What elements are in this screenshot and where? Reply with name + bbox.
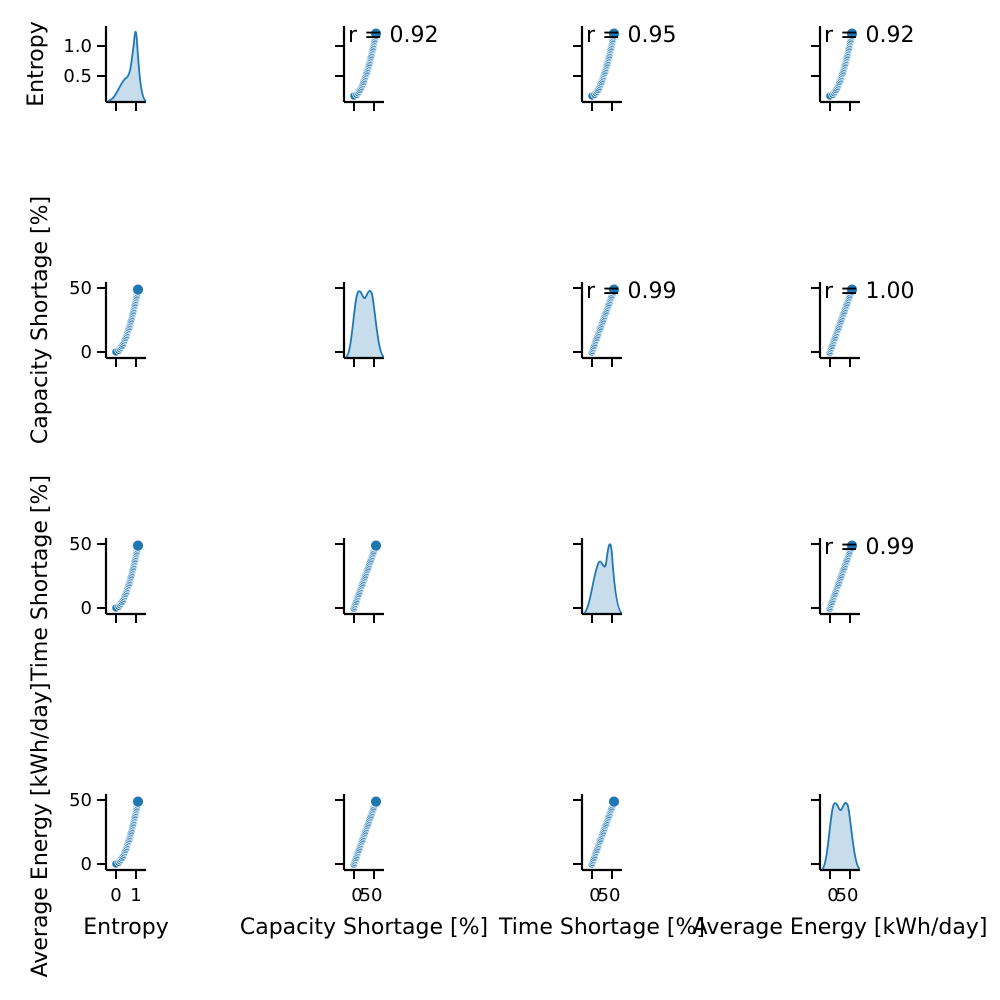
correlation-label: r = 0.92	[348, 23, 438, 48]
axis-titles: Entropy Capacity Shortage [%] Time Short…	[24, 21, 987, 977]
scatter-point	[370, 795, 382, 808]
kde-fill	[346, 290, 384, 357]
y-tick-label: 0	[81, 854, 92, 875]
cell-2-3: r = 0.99	[811, 535, 914, 623]
cell-0-2: r = 0.95	[573, 23, 676, 111]
cell-1-2: r = 0.99	[573, 279, 676, 367]
scatter-point	[370, 539, 382, 552]
cell-0-3: r = 0.92	[811, 23, 914, 111]
cell-0-1: r = 0.92	[335, 23, 438, 111]
xlabel-capacity-shortage: Capacity Shortage [%]	[240, 915, 488, 940]
ylabel-time-shortage: Time Shortage [%]	[28, 475, 53, 682]
ylabel-capacity-shortage: Capacity Shortage [%]	[28, 196, 53, 444]
cell-3-3: 050	[811, 794, 861, 906]
scatter-point	[608, 283, 620, 296]
cell-2-2	[573, 538, 623, 623]
cell-1-0: 0 50	[69, 278, 146, 367]
cell-3-2: 050	[573, 794, 622, 906]
xlabel-time-shortage: Time Shortage [%]	[498, 915, 705, 940]
kde-line	[107, 30, 147, 102]
scatter-point	[132, 283, 144, 296]
correlation-label: r = 0.99	[586, 279, 676, 304]
y-tick-label: 0	[81, 342, 92, 363]
kde-fill	[822, 802, 860, 869]
x-tick-label: 0	[827, 885, 838, 906]
scatter-point	[132, 795, 144, 808]
scatter-point	[846, 539, 858, 552]
correlation-label: r = 1.00	[824, 279, 914, 304]
kde-line	[345, 290, 385, 358]
correlation-label: r = 0.99	[824, 535, 914, 560]
scatter-point	[370, 27, 382, 40]
xlabel-average-energy: Average Energy [kWh/day]	[693, 915, 988, 940]
x-tick-label: 1	[130, 885, 141, 906]
correlation-label: r = 0.92	[824, 23, 914, 48]
cell-2-1	[335, 538, 384, 623]
x-tick-label: 0	[351, 885, 362, 906]
cell-1-3: r = 1.00	[811, 279, 914, 367]
y-tick-label: 50	[69, 278, 92, 299]
scatter-point	[846, 283, 858, 296]
scatter-point	[608, 27, 620, 40]
scatter-point	[608, 795, 620, 808]
cell-1-1	[335, 282, 385, 367]
y-tick-label: 50	[69, 790, 92, 811]
kde-fill	[108, 31, 146, 101]
correlation-label: r = 0.95	[586, 23, 676, 48]
x-tick-label: 50	[836, 885, 859, 906]
y-tick-label: 0	[81, 598, 92, 619]
cell-2-0: 0 50	[69, 534, 146, 623]
ylabel-entropy: Entropy	[24, 21, 49, 106]
cell-0-0: 0.51.0	[63, 26, 147, 111]
ylabel-average-energy: Average Energy [kWh/day]	[28, 683, 53, 978]
kde-line	[821, 802, 861, 870]
x-tick-label: 50	[598, 885, 621, 906]
y-tick-label: 50	[69, 534, 92, 555]
scatter-point	[846, 27, 858, 40]
y-tick-label: 0.5	[63, 66, 92, 87]
scatter-point	[132, 539, 144, 552]
cell-3-1: 050	[335, 794, 384, 906]
xlabel-entropy: Entropy	[83, 915, 168, 940]
x-tick-label: 50	[360, 885, 383, 906]
x-tick-label: 0	[110, 885, 121, 906]
kde-line	[583, 543, 623, 614]
y-tick-label: 1.0	[63, 36, 92, 57]
x-tick-label: 0	[589, 885, 600, 906]
